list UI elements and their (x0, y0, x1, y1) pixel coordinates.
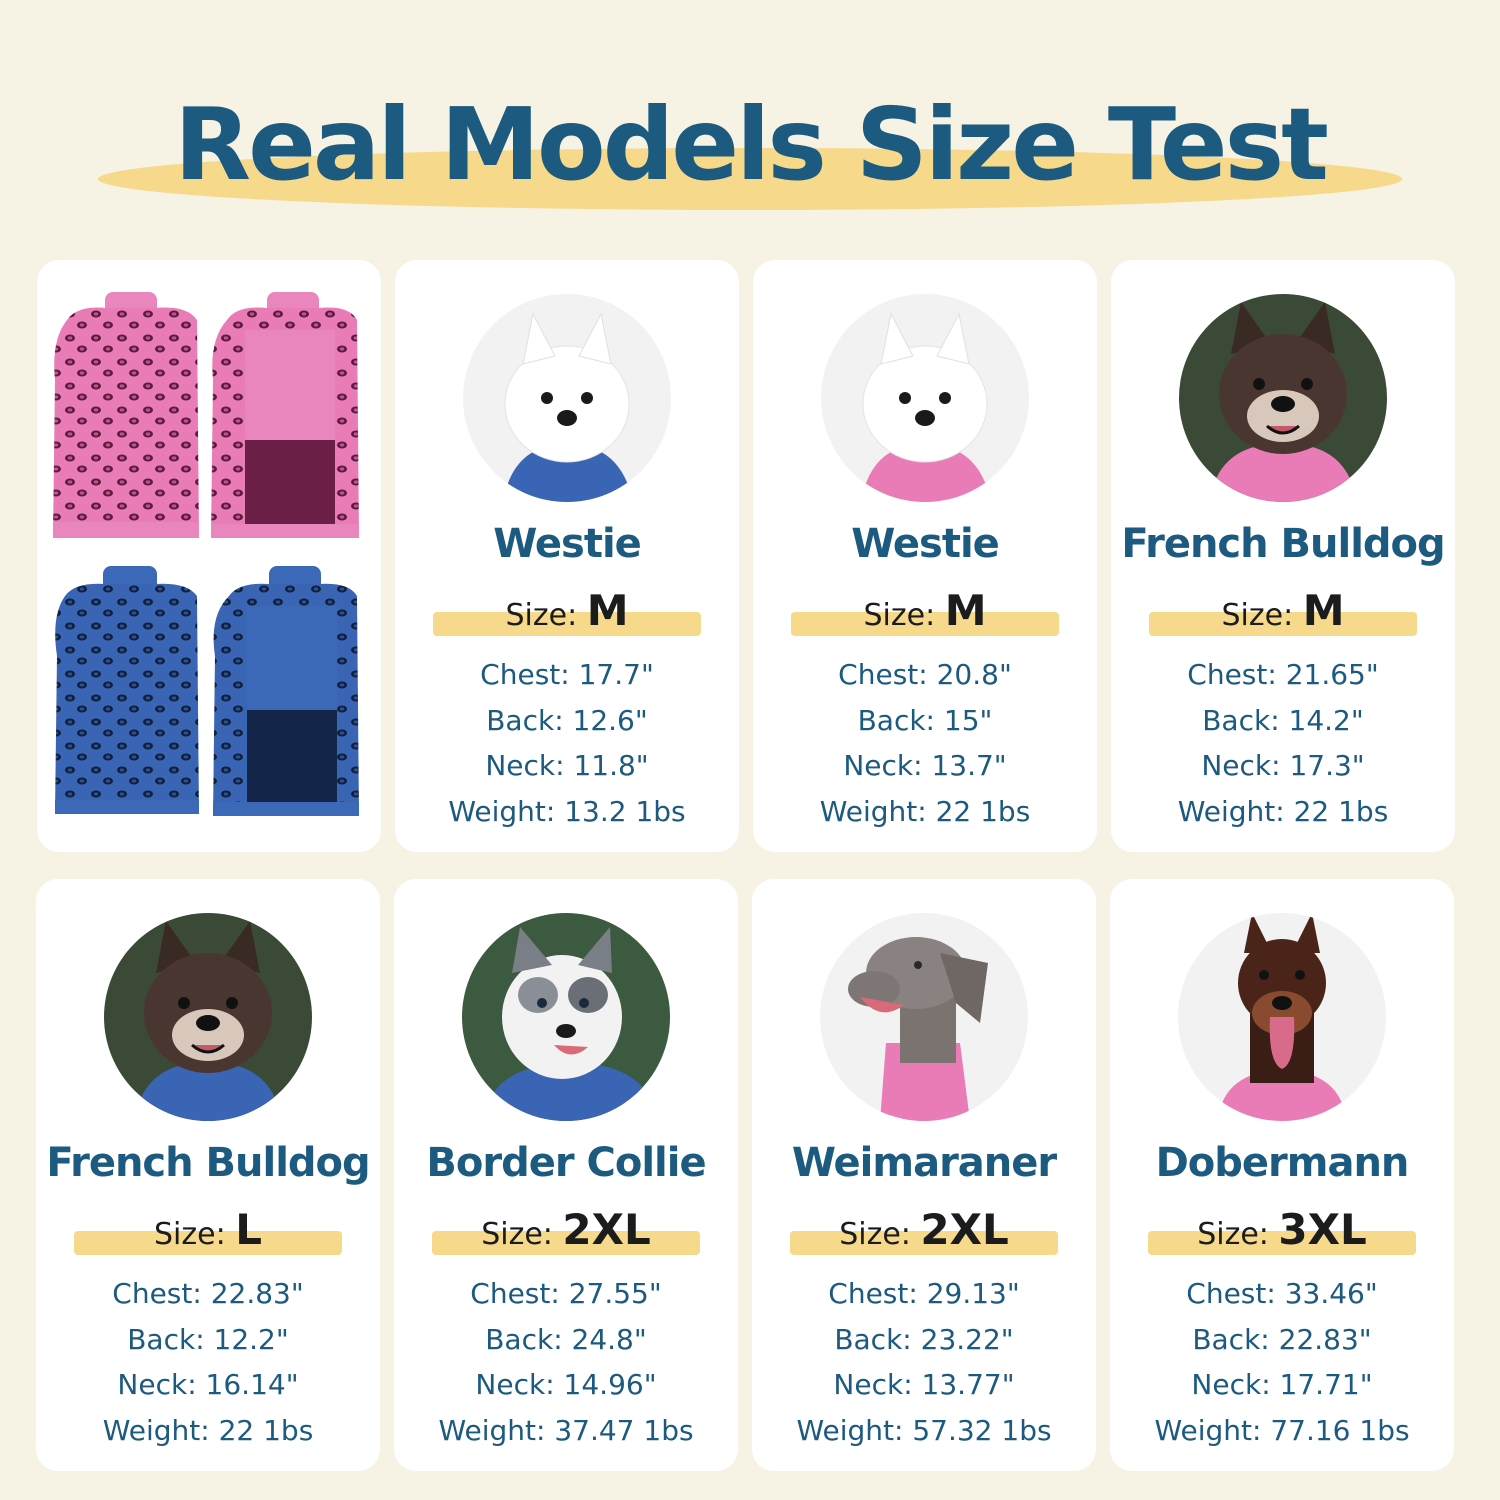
size-highlight (432, 1231, 700, 1255)
model-card: French Bulldog Size: L Chest: 22.83" Back… (36, 879, 380, 1471)
model-card: Westie Size: M Chest: 20.8" Back: 15" Neck… (753, 260, 1097, 852)
spec-line: Neck: 13.77" (833, 1368, 1015, 1401)
spec-line: Weight: 37.47 1bs (438, 1413, 694, 1447)
size-line: Size: M (1111, 586, 1455, 635)
model-card: Westie Size: M Chest: 17.7" Back: 12.6" Ne… (395, 260, 739, 852)
size-value: M (586, 586, 629, 635)
spec-line: Chest: 29.13" (828, 1277, 1020, 1310)
spec-line: Chest: 33.46" (1186, 1277, 1378, 1310)
size-highlight (791, 612, 1059, 636)
spec-line: Back: 24.8" (485, 1322, 647, 1356)
spec-list: Chest: 22.83" Back: 12.2" Neck: 16.14" Weig… (36, 1271, 380, 1453)
weimaraner-photo (820, 913, 1028, 1121)
product-card (37, 260, 381, 852)
size-line: Size: 2XL (394, 1205, 738, 1254)
spec-line: Weight: 22 1bs (819, 794, 1031, 828)
breed-name: Weimaraner (791, 1140, 1057, 1186)
size-label: Size: (154, 1217, 236, 1252)
spec-line: Chest: 22.83" (112, 1277, 304, 1310)
size-value: M (1302, 586, 1345, 635)
spec-line: Back: 12.6" (486, 703, 648, 737)
title-area: Real Models Size Test (0, 80, 1500, 220)
model-card: Dobermann Size: 3XL Chest: 33.46" Back: 2… (1110, 879, 1454, 1471)
size-highlight (1148, 1231, 1416, 1255)
spec-line: Neck: 14.96" (475, 1368, 657, 1401)
spec-line: Chest: 17.7" (480, 658, 654, 691)
westie-photo (821, 294, 1029, 502)
size-highlight (74, 1231, 342, 1255)
spec-line: Chest: 20.8" (838, 658, 1012, 691)
spec-line: Weight: 77.16 1bs (1154, 1413, 1410, 1447)
blue-sweater-back (213, 566, 359, 816)
spec-line: Chest: 21.65" (1187, 658, 1379, 691)
spec-line: Neck: 16.14" (117, 1368, 299, 1401)
size-highlight (1149, 612, 1417, 636)
spec-list: Chest: 33.46" Back: 22.83" Neck: 17.71" Wei… (1110, 1271, 1454, 1453)
size-value: M (944, 586, 987, 635)
sweater-product-icon (53, 292, 359, 816)
border-collie-photo (462, 913, 670, 1121)
size-value: 2XL (562, 1205, 651, 1254)
breed-name: French Bulldog (46, 1140, 370, 1186)
spec-list: Chest: 29.13" Back: 23.22" Neck: 13.77" Wei… (752, 1271, 1096, 1453)
pink-sweater-back (211, 292, 359, 538)
breed-name: Border Collie (426, 1140, 706, 1186)
size-highlight (433, 612, 701, 636)
breed-name: Westie (493, 521, 642, 567)
size-line: Size: M (753, 586, 1097, 635)
spec-line: Chest: 27.55" (470, 1277, 662, 1310)
breed-name: French Bulldog (1121, 521, 1445, 567)
dobermann-photo (1178, 913, 1386, 1121)
size-label: Size: (481, 1217, 563, 1252)
westie-photo (463, 294, 671, 502)
size-line: Size: L (36, 1205, 380, 1254)
spec-line: Weight: 22 1bs (1177, 794, 1389, 828)
spec-line: Weight: 57.32 1bs (796, 1413, 1052, 1447)
spec-line: Neck: 17.71" (1191, 1368, 1373, 1401)
model-card: Weimaraner Size: 2XL Chest: 29.13" Back: … (752, 879, 1096, 1471)
french-bulldog-photo (104, 913, 312, 1121)
spec-line: Back: 12.2" (127, 1322, 289, 1356)
size-label: Size: (1197, 1217, 1279, 1252)
model-card: Border Collie Size: 2XL Chest: 27.55" Bac… (394, 879, 738, 1471)
breed-name: Dobermann (1155, 1140, 1410, 1186)
size-value: 3XL (1278, 1205, 1367, 1254)
page-title: Real Models Size Test (174, 86, 1329, 203)
size-highlight (790, 1231, 1058, 1255)
french-bulldog-photo (1179, 294, 1387, 502)
model-card: French Bulldog Size: M Chest: 21.65" Back… (1111, 260, 1455, 852)
size-line: Size: 2XL (752, 1205, 1096, 1254)
title-highlight (98, 148, 1402, 210)
spec-list: Chest: 20.8" Back: 15" Neck: 13.7" Weight: … (753, 652, 1097, 834)
spec-line: Back: 23.22" (834, 1322, 1014, 1356)
spec-line: Back: 14.2" (1202, 703, 1364, 737)
size-label: Size: (505, 598, 587, 633)
size-value: L (235, 1205, 262, 1254)
spec-line: Back: 22.83" (1192, 1322, 1372, 1356)
size-value: 2XL (920, 1205, 1009, 1254)
spec-line: Neck: 13.7" (843, 749, 1007, 782)
size-line: Size: 3XL (1110, 1205, 1454, 1254)
spec-list: Chest: 27.55" Back: 24.8" Neck: 14.96" Weig… (394, 1271, 738, 1453)
blue-sweater-front (55, 566, 199, 814)
size-label: Size: (1221, 598, 1303, 633)
size-label: Size: (839, 1217, 921, 1252)
pink-sweater-front (53, 292, 199, 538)
spec-line: Neck: 11.8" (485, 749, 649, 782)
breed-name: Westie (851, 521, 1000, 567)
spec-line: Neck: 17.3" (1201, 749, 1365, 782)
spec-line: Weight: 22 1bs (102, 1413, 314, 1447)
size-line: Size: M (395, 586, 739, 635)
spec-list: Chest: 21.65" Back: 14.2" Neck: 17.3" Weigh… (1111, 652, 1455, 834)
spec-line: Back: 15" (857, 703, 993, 737)
spec-line: Weight: 13.2 1bs (448, 794, 686, 828)
spec-list: Chest: 17.7" Back: 12.6" Neck: 11.8" Weight… (395, 652, 739, 834)
size-label: Size: (863, 598, 945, 633)
